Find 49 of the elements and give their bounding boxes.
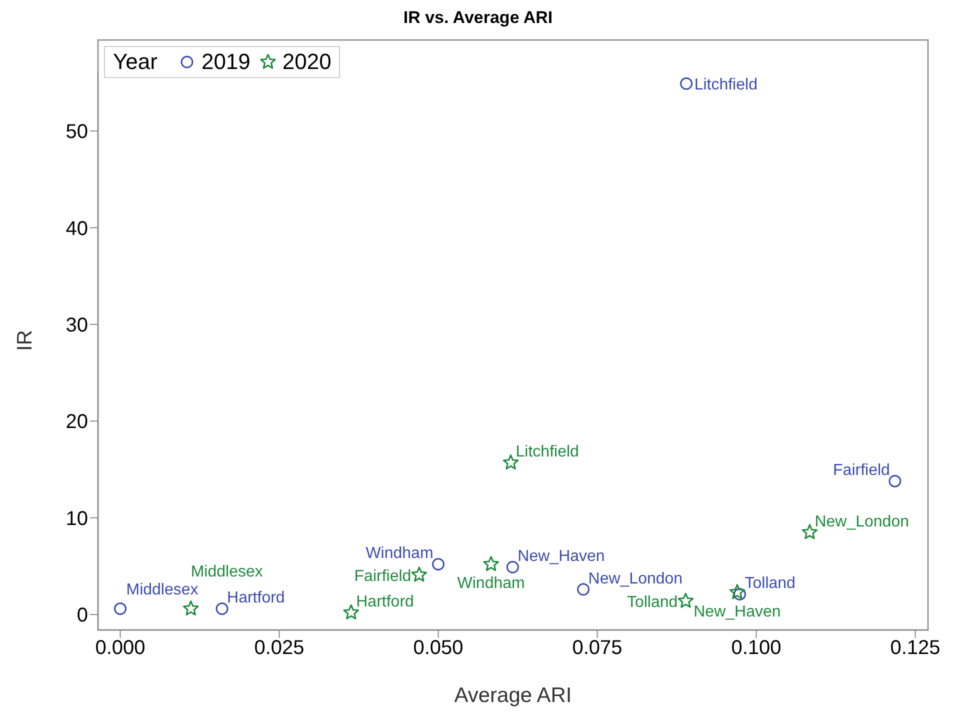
annotation: Windham — [366, 545, 434, 562]
x-tick-label: 0.125 — [890, 637, 940, 660]
annotation: Litchfield — [516, 444, 579, 461]
point — [506, 560, 519, 574]
point — [729, 584, 746, 600]
point — [343, 604, 360, 620]
point — [802, 524, 818, 540]
point — [216, 602, 228, 615]
point — [432, 558, 445, 570]
y-tick-label: 10 — [66, 508, 88, 530]
legend-label: 2019 — [201, 49, 250, 75]
y-tick-label: 50 — [66, 121, 88, 144]
annotation: Middlesex — [190, 564, 263, 581]
y-tick-label: 30 — [66, 314, 88, 337]
x-axis-title: Average ARI — [454, 684, 572, 707]
y-tick-label: 40 — [66, 218, 88, 240]
annotation: New_Haven — [518, 548, 605, 566]
annotation: Windham — [457, 575, 525, 592]
point — [411, 566, 428, 582]
point — [483, 556, 499, 572]
legend-title: Year — [113, 49, 158, 75]
annotation: Hartford — [356, 594, 414, 611]
annotation: Tolland — [626, 594, 678, 611]
annotation: Litchfield — [694, 76, 758, 94]
annotation: Hartford — [227, 590, 285, 607]
x-tick-label: 0.050 — [413, 637, 464, 660]
annotation: Middlesex — [126, 582, 198, 599]
point — [577, 583, 590, 596]
x-tick-label: 0.100 — [731, 637, 782, 660]
annotation: New_London — [814, 513, 909, 530]
point — [678, 592, 694, 608]
annotation: New_London — [588, 570, 683, 588]
annotation: New_Haven — [694, 603, 781, 620]
x-tick-label: 0.000 — [95, 637, 146, 660]
y-tick-label: 20 — [66, 411, 88, 434]
point — [182, 600, 199, 616]
annotation: Tolland — [744, 575, 796, 592]
chart-title: IR vs. Average ARI — [402, 8, 554, 29]
point — [502, 454, 519, 470]
point — [114, 602, 127, 615]
y-axis-title: IR — [13, 330, 36, 351]
point — [888, 474, 902, 488]
annotation: Fairfield — [354, 568, 412, 585]
x-tick-label: 0.025 — [254, 637, 304, 660]
y-tick-label: 0 — [76, 604, 88, 627]
point — [680, 77, 693, 90]
legend-label: 2020 — [282, 49, 332, 75]
annotation: Fairfield — [833, 462, 890, 480]
x-tick-label: 0.075 — [572, 637, 622, 660]
